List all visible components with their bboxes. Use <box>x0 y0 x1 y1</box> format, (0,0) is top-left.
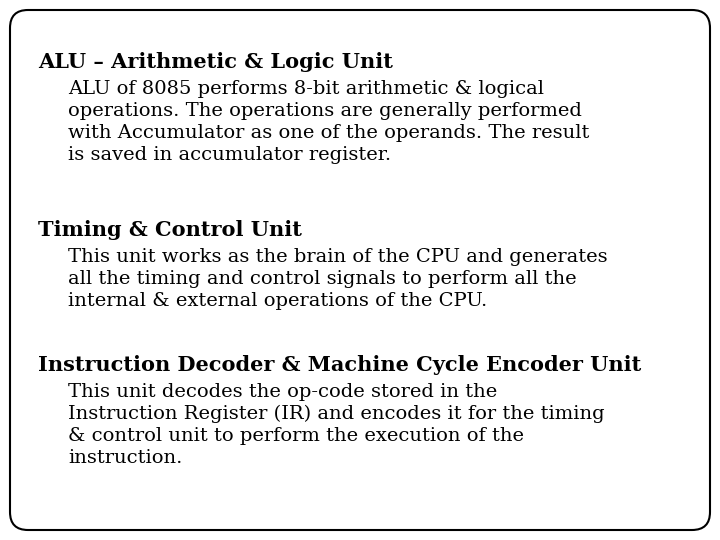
Text: all the timing and control signals to perform all the: all the timing and control signals to pe… <box>68 270 577 288</box>
Text: instruction.: instruction. <box>68 449 182 467</box>
Text: This unit works as the brain of the CPU and generates: This unit works as the brain of the CPU … <box>68 248 608 266</box>
Text: is saved in accumulator register.: is saved in accumulator register. <box>68 146 391 164</box>
Text: This unit decodes the op-code stored in the: This unit decodes the op-code stored in … <box>68 383 498 401</box>
Text: ALU of 8085 performs 8-bit arithmetic & logical: ALU of 8085 performs 8-bit arithmetic & … <box>68 80 544 98</box>
Text: Instruction Register (IR) and encodes it for the timing: Instruction Register (IR) and encodes it… <box>68 405 605 423</box>
Text: Timing & Control Unit: Timing & Control Unit <box>38 220 302 240</box>
Text: internal & external operations of the CPU.: internal & external operations of the CP… <box>68 292 487 310</box>
Text: ALU – Arithmetic & Logic Unit: ALU – Arithmetic & Logic Unit <box>38 52 393 72</box>
Text: with Accumulator as one of the operands. The result: with Accumulator as one of the operands.… <box>68 124 590 142</box>
Text: Instruction Decoder & Machine Cycle Encoder Unit: Instruction Decoder & Machine Cycle Enco… <box>38 355 642 375</box>
FancyBboxPatch shape <box>10 10 710 530</box>
Text: operations. The operations are generally performed: operations. The operations are generally… <box>68 102 582 120</box>
Text: & control unit to perform the execution of the: & control unit to perform the execution … <box>68 427 524 445</box>
